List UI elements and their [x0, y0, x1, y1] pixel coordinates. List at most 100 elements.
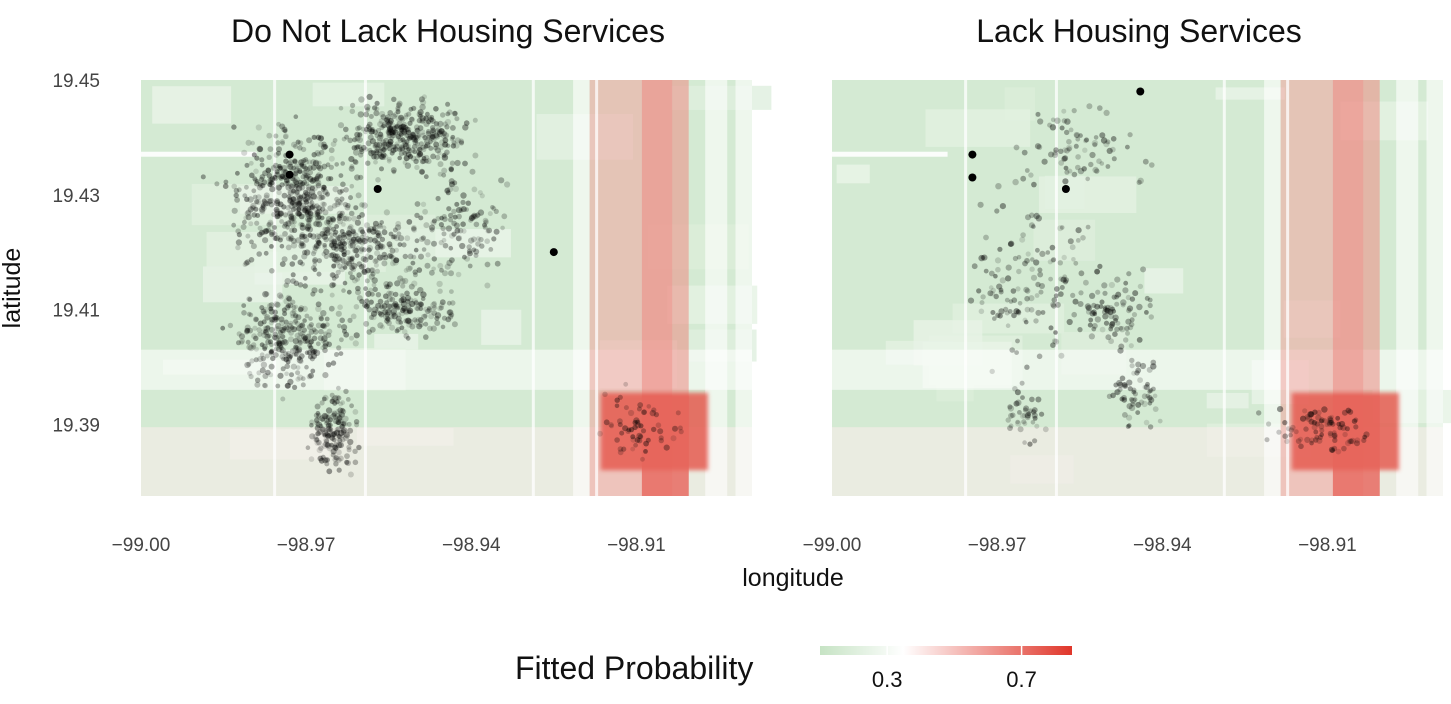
scatter-point [423, 138, 429, 144]
scatter-point [304, 194, 311, 201]
scatter-point [399, 143, 405, 149]
scatter-point [1127, 324, 1134, 331]
scatter-point [1085, 308, 1092, 315]
scatter-point [340, 232, 347, 238]
scatter-point [388, 125, 394, 131]
scatter-point [365, 107, 370, 112]
scatter-point [263, 325, 271, 332]
scatter-point [385, 141, 393, 148]
scatter-point [416, 132, 422, 138]
scatter-point [389, 296, 396, 303]
scatter-point [315, 301, 322, 308]
scatter-point [256, 145, 263, 152]
scatter-point [246, 296, 252, 302]
scatter-point [370, 150, 376, 156]
scatter-point [318, 457, 325, 464]
scatter-point [603, 419, 610, 426]
scatter-point [417, 109, 424, 116]
scatter-point [335, 419, 342, 426]
x-tick-label: −99.00 [803, 535, 862, 556]
scatter-point [406, 309, 412, 315]
scatter-point [407, 133, 415, 140]
scatter-point [295, 370, 301, 376]
scatter-point [334, 196, 340, 202]
scatter-point [339, 337, 344, 343]
scatter-point [303, 174, 310, 181]
scatter-point [353, 332, 360, 339]
scatter-point [318, 445, 324, 451]
scatter-point [435, 216, 441, 222]
scatter-point [424, 158, 429, 164]
scatter-point [436, 130, 444, 138]
scatter-point [368, 128, 375, 135]
scatter-point [1113, 382, 1119, 388]
scatter-point [1061, 108, 1067, 114]
scatter-point [260, 361, 268, 368]
scatter-point [326, 414, 332, 420]
scatter-point [1316, 409, 1322, 416]
scatter-point [305, 333, 312, 340]
scatter-point [301, 170, 308, 176]
scatter-point [337, 213, 342, 219]
scatter-point [319, 415, 326, 422]
scatter-point [412, 317, 418, 323]
scatter-point [377, 131, 384, 138]
scatter-point [326, 225, 332, 231]
scatter-point [324, 438, 330, 444]
scatter-point [295, 314, 302, 321]
scatter-point [1013, 400, 1020, 407]
scatter-point [347, 225, 353, 231]
scatter-point [403, 155, 410, 162]
scatter-point [361, 238, 368, 245]
scatter-point [1266, 421, 1272, 427]
scatter-point [355, 192, 362, 199]
scatter-point [307, 201, 314, 208]
x-tick-label: −98.94 [1133, 535, 1192, 556]
scatter-point [351, 267, 357, 273]
scatter-point [288, 237, 294, 243]
scatter-point [296, 325, 302, 332]
scatter-point [1005, 275, 1012, 282]
scatter-point [299, 202, 307, 209]
scatter-point [253, 206, 259, 212]
scatter-point [356, 238, 363, 244]
scatter-point [1318, 423, 1325, 430]
scatter-point [653, 412, 660, 418]
scatter-point [262, 382, 267, 388]
scatter-point [434, 312, 442, 319]
scatter-point [386, 130, 392, 136]
scatter-point [259, 162, 265, 168]
scatter-point [318, 194, 325, 201]
scatter-point [277, 163, 282, 169]
scatter-point [352, 158, 358, 165]
scatter-point [431, 310, 438, 316]
scatter-point [380, 139, 387, 146]
scatter-point [617, 446, 624, 452]
scatter-point [297, 374, 304, 381]
scatter-point [344, 459, 350, 465]
scatter-point [255, 194, 262, 201]
scatter-point [306, 193, 312, 199]
scatter-point [999, 203, 1007, 210]
scatter-point [311, 203, 317, 209]
scatter-point [1106, 147, 1113, 154]
scatter-point [421, 313, 428, 320]
scatter-point [372, 220, 379, 227]
scatter-point [352, 448, 358, 454]
scatter-point [290, 272, 296, 278]
scatter-point [420, 296, 426, 302]
scatter-point [1120, 299, 1127, 306]
scatter-point [1326, 421, 1333, 427]
scatter-point [285, 184, 292, 191]
scatter-point [996, 283, 1003, 290]
scatter-point [407, 154, 414, 160]
scatter-point [1078, 270, 1085, 277]
scatter-point [341, 288, 346, 293]
scatter-point [372, 144, 378, 149]
scatter-point [320, 345, 326, 351]
surface-stripe [1426, 80, 1443, 496]
scatter-point [234, 197, 241, 203]
scatter-point [437, 161, 444, 168]
scatter-point [311, 327, 317, 333]
scatter-point [408, 309, 413, 315]
